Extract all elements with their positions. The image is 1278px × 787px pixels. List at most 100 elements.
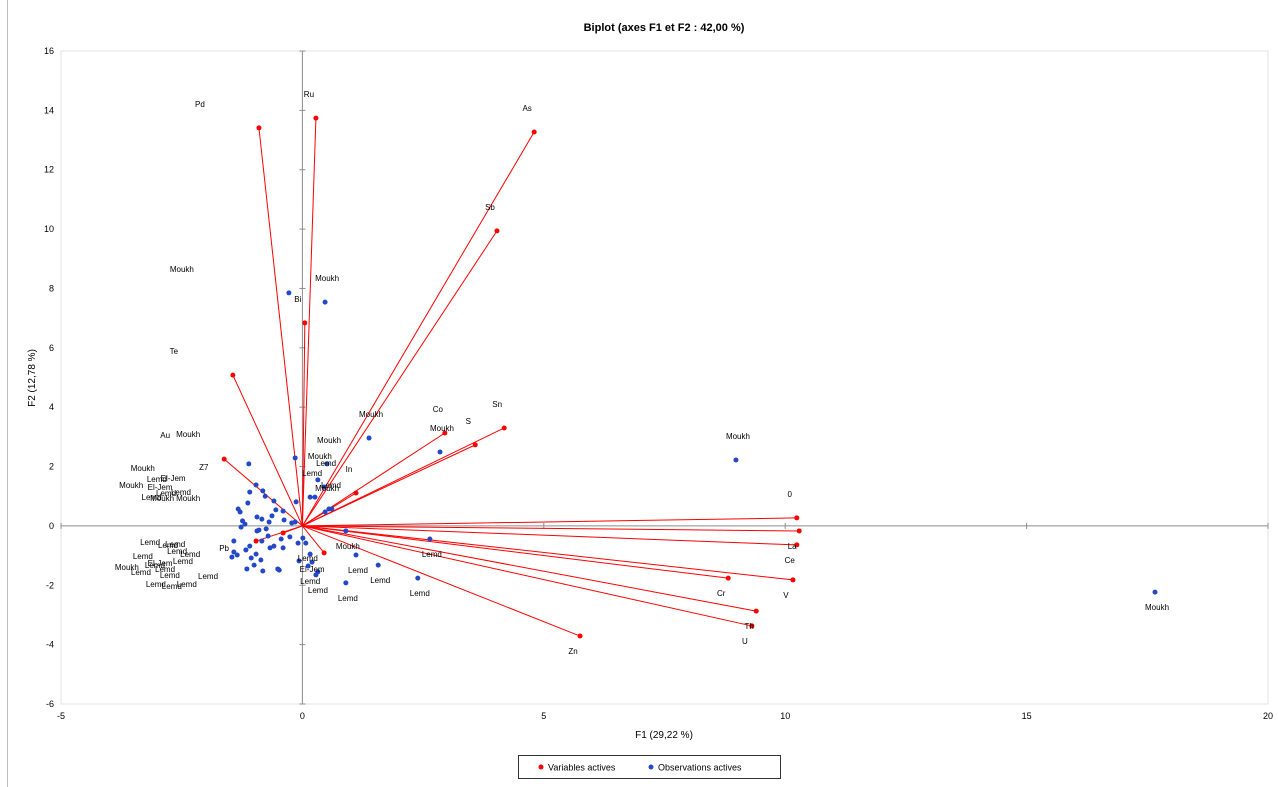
observation-label: Moukh [430,424,454,433]
observation-point [247,543,253,549]
observation-label: Lemd [140,538,160,547]
observation-point [260,568,266,574]
legend-label-observations: Observations actives [658,763,742,773]
y-tick-label: 2 [49,462,54,472]
x-axis-title: F1 (29,22 %) [635,730,693,741]
observation-point [244,566,250,572]
observation-point [246,461,252,467]
observation-label: Moukh [176,430,200,439]
observation-label: Moukh [1145,603,1169,612]
observation-label: Lemd [145,561,165,570]
variable-point [577,633,583,639]
variable-vector [255,525,303,542]
observation-point [254,514,260,520]
x-tick-label: 20 [1263,711,1273,721]
legend: Variables actives Observations actives [518,755,781,779]
y-tick-label: 4 [49,402,54,412]
observation-point [415,575,421,581]
variable-vector [301,131,535,527]
observation-label: Moukh [170,265,194,274]
legend-label-variables: Variables actives [548,763,616,773]
y-tick-label: 10 [44,224,54,234]
observation-label: Lemd [160,571,180,580]
observation-label: Lemd [155,565,175,574]
observation-point [238,524,244,530]
variable-label: Pd [195,100,205,109]
observation-label: Lemd [180,550,200,559]
observation-point [247,489,253,495]
axes: -6 -4 -2 0 2 4 6 8 10 12 14 16 -5 0 5 10 15 20 [44,46,1273,721]
observation-point [278,536,284,542]
observation-label: Lemd [308,586,328,595]
observation-label: Lemd [321,481,341,490]
variable-point [501,425,507,431]
variable-label: Ce [785,556,796,565]
observation-label: Lemd [167,547,187,556]
data-points [221,115,1158,639]
observation-label: Moukh [315,274,339,283]
observation-point [237,509,243,515]
plot-area [60,50,1269,705]
variable-label: As [522,104,531,113]
observation-label: Lemd [171,488,191,497]
observation-label: Lemd [156,489,176,498]
variable-label: Te [170,347,179,356]
observation-point [289,520,295,526]
variable-point [353,490,359,496]
variable-label: La [788,542,797,551]
observation-label: El-Jem [300,565,325,574]
observation-label: Moukh [150,494,174,503]
y-tick-label: 12 [44,165,54,175]
observation-label: Lemd [147,475,167,484]
observation-label: Lemd [158,541,178,550]
observation-point [262,493,268,499]
variable-label: U [742,637,748,646]
observation-label: Moukh [131,464,155,473]
observation-label: Moukh [317,436,341,445]
observation-label: Moukh [308,452,332,461]
variable-label: Th [745,622,754,631]
y-tick-label: 6 [49,343,54,353]
observation-label: Lemd [177,580,197,589]
variable-vector [302,517,797,527]
variable-point [753,608,759,614]
observation-point [312,494,318,500]
y-tick-label: -2 [46,580,54,590]
variable-point [725,575,731,581]
observation-label: Moukh [115,563,139,572]
observation-point [315,477,321,483]
observation-point [437,449,443,455]
variable-vector [302,525,757,612]
observation-point [248,555,254,561]
observation-label: Lemd [133,552,153,561]
observation-point [281,517,287,523]
observation-label: Lemd [410,589,430,598]
observation-point [253,482,259,488]
observation-point [266,519,272,525]
variable-point [230,372,236,378]
variable-point [253,538,259,544]
variable-vector [302,525,325,554]
variable-point [321,550,327,556]
observation-point [271,543,277,549]
observation-point [321,484,327,490]
observation-label: Lemd [142,493,162,502]
observation-label: Z7 [199,463,209,472]
observation-label: Lemd [370,576,390,585]
observation-point [322,509,328,515]
observation-point [315,569,321,575]
y-tick-label: -4 [46,640,54,650]
observation-label: Lemd [198,572,218,581]
observation-label: Moukh [359,410,383,419]
point-labels: Pd Ru As Sb Bi Te Co S Sn Au In 0 La Ce V Cr Th U Zn Pb Mouk… [115,90,1169,656]
variable-label: Co [433,405,444,414]
variable-point [796,528,802,534]
observation-point [231,549,237,555]
observation-point [243,547,249,553]
observation-point [303,540,309,546]
variable-point [442,430,448,436]
observation-point [259,538,265,544]
chart-title: Biplot (axes F1 et F2 : 42,00 %) [584,22,745,34]
y-tick-label: 8 [49,283,54,293]
